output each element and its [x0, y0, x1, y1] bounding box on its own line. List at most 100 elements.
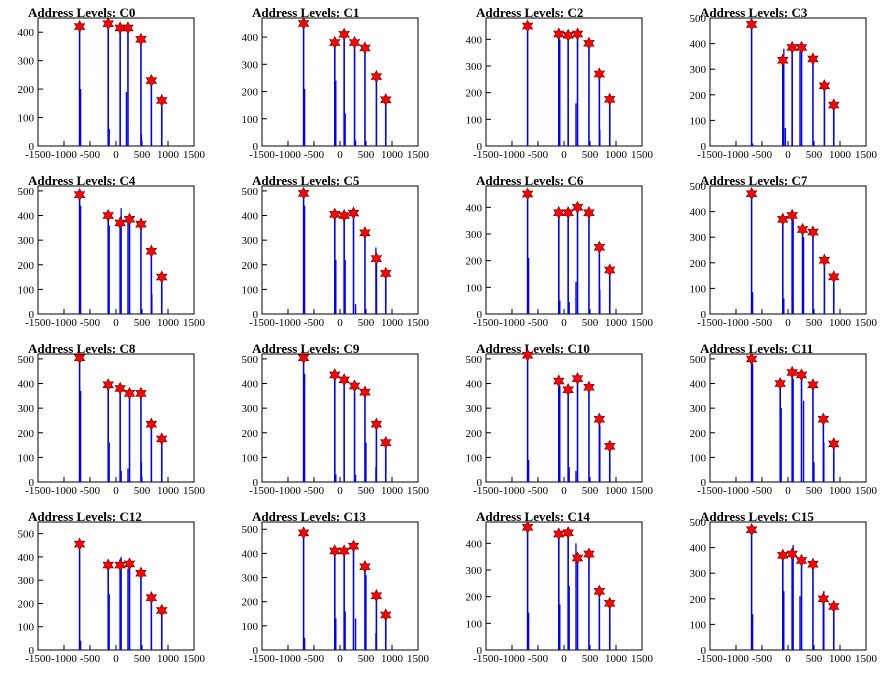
- peak-marker: [145, 244, 158, 258]
- y-tick-label: 100: [242, 284, 259, 296]
- peak-marker: [795, 553, 808, 568]
- y-tick-label: 100: [18, 113, 35, 125]
- x-tick-label: 1000: [605, 653, 628, 665]
- y-tick-label: 400: [466, 379, 483, 391]
- peak-marker: [329, 207, 341, 221]
- peak-marker: [571, 371, 584, 386]
- peak-marker: [571, 551, 584, 565]
- y-tick-label: 200: [18, 84, 35, 96]
- plot-frame: [485, 185, 643, 315]
- x-tick-label: -1000: [723, 317, 749, 329]
- peak-marker: [553, 205, 565, 220]
- peak-marker: [571, 200, 584, 215]
- peak-marker: [135, 32, 147, 47]
- peak-marker: [777, 548, 789, 562]
- y-tick-label: 400: [242, 211, 259, 223]
- peak-marker: [122, 21, 134, 35]
- y-tick-label: 200: [690, 90, 707, 102]
- x-tick-label: -1000: [499, 149, 525, 161]
- x-tick-label: 1000: [829, 149, 852, 161]
- x-tick-label: -1000: [51, 653, 77, 665]
- peak-marker: [338, 27, 350, 42]
- x-tick-label: -500: [752, 485, 773, 497]
- y-tick-label: 300: [242, 403, 259, 415]
- y-tick-label: 500: [690, 13, 707, 25]
- peak-marker: [583, 36, 595, 51]
- x-tick-label: -500: [528, 653, 549, 665]
- x-tick-label: -1000: [723, 149, 749, 161]
- peak-marker: [359, 41, 371, 55]
- x-tick-label: 0: [337, 653, 343, 665]
- peak-marker: [603, 92, 616, 107]
- x-tick-label: 1000: [381, 653, 404, 665]
- y-tick-label: 0: [701, 645, 707, 657]
- peak-marker: [818, 79, 831, 93]
- x-tick-label: 1500: [183, 485, 206, 497]
- peak-marker: [123, 212, 136, 226]
- peak-marker: [370, 417, 383, 431]
- peak-marker: [774, 376, 786, 391]
- x-tick-label: 500: [134, 149, 151, 161]
- x-tick-label: -1000: [275, 485, 301, 497]
- x-tick-label: 500: [134, 485, 151, 497]
- y-tick-label: 400: [242, 548, 259, 560]
- x-tick-label: -1500: [249, 149, 275, 161]
- x-tick-label: -1000: [499, 317, 525, 329]
- y-tick-label: 200: [466, 428, 483, 440]
- x-tick-label: -1500: [697, 317, 723, 329]
- y-tick-label: 500: [18, 529, 35, 541]
- peak-marker: [370, 251, 383, 266]
- y-tick-label: 100: [242, 114, 259, 126]
- y-tick-label: 400: [690, 379, 707, 391]
- peak-marker: [553, 527, 565, 541]
- x-tick-label: 0: [337, 317, 343, 329]
- x-tick-label: 1500: [855, 317, 878, 329]
- peak-marker: [795, 368, 808, 382]
- plot-frame: [709, 185, 867, 315]
- y-tick-label: 400: [18, 552, 35, 564]
- y-tick-label: 300: [466, 403, 483, 415]
- x-tick-label: 500: [806, 485, 823, 497]
- y-tick-label: 0: [29, 645, 35, 657]
- peak-marker: [521, 520, 534, 535]
- chart-panel-0: Address Levels: C0 0 100 200 300 400 -1500 -100…: [18, 5, 206, 161]
- y-tick-label: 300: [18, 575, 35, 587]
- y-tick-label: 200: [242, 597, 259, 609]
- chart-panel-13: Address Levels: C13 0 100 200 300 400 500 -1500…: [242, 509, 430, 665]
- x-tick-label: -1000: [723, 485, 749, 497]
- x-tick-label: 1000: [605, 149, 628, 161]
- chart-title: Address Levels: C1: [252, 5, 359, 20]
- peak-marker: [593, 584, 606, 599]
- y-tick-label: 300: [466, 229, 483, 241]
- x-tick-label: -500: [80, 653, 101, 665]
- peak-marker: [593, 412, 606, 426]
- x-tick-label: 1000: [829, 485, 852, 497]
- peak-marker: [593, 240, 606, 255]
- peak-marker: [329, 368, 341, 382]
- y-tick-label: 0: [29, 309, 35, 321]
- x-tick-label: -1000: [499, 653, 525, 665]
- x-tick-label: 0: [561, 149, 567, 161]
- peak-marker: [583, 380, 595, 394]
- peak-marker: [553, 374, 565, 388]
- peak-marker: [348, 379, 361, 393]
- x-tick-label: 0: [113, 485, 119, 497]
- x-tick-label: -1500: [473, 149, 499, 161]
- x-tick-label: -1000: [499, 485, 525, 497]
- y-tick-label: 500: [466, 354, 483, 366]
- peak-marker: [745, 523, 758, 537]
- plot-frame: [485, 521, 643, 651]
- x-tick-label: -500: [304, 317, 325, 329]
- peak-marker: [379, 608, 392, 622]
- y-tick-label: 0: [477, 645, 483, 657]
- plot-frame: [261, 521, 419, 651]
- x-tick-label: 500: [582, 149, 599, 161]
- x-tick-label: 1000: [605, 485, 628, 497]
- peak-marker: [796, 222, 809, 237]
- y-tick-label: 300: [690, 64, 707, 76]
- peak-marker: [777, 53, 789, 67]
- peak-marker: [102, 378, 114, 392]
- peak-marker: [348, 35, 361, 50]
- chart-title: Address Levels: C6: [476, 173, 584, 188]
- plot-frame: [37, 521, 195, 651]
